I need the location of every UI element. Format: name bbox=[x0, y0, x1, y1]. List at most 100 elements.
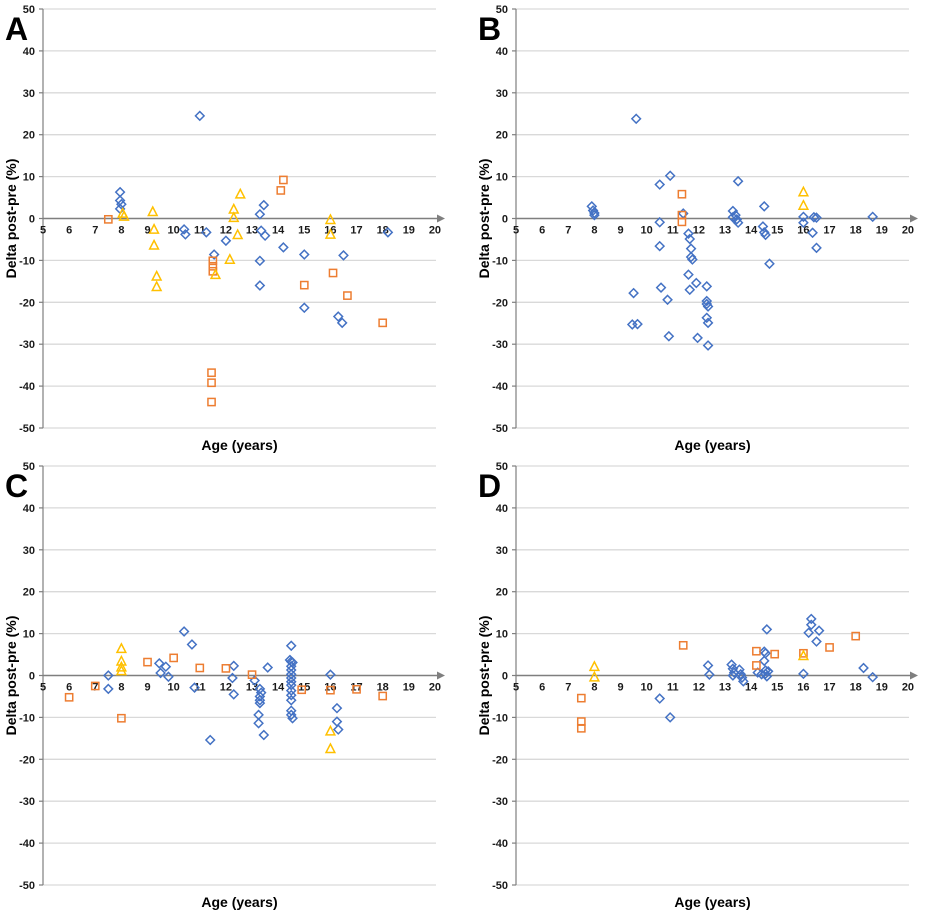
y-tick-label: -50 bbox=[19, 423, 35, 435]
square-marker bbox=[851, 631, 861, 641]
y-tick-label: -40 bbox=[492, 381, 508, 393]
y-tick-label: 50 bbox=[496, 461, 508, 473]
x-tick-label: 15 bbox=[298, 682, 310, 694]
diamond-marker bbox=[285, 689, 297, 701]
tick-labels: 5 6 7 8 9 10 11 12 13 14 15 16 17 18 19 2050403020100-1… bbox=[19, 4, 441, 435]
diamond-marker bbox=[249, 675, 261, 686]
diamond-marker bbox=[189, 682, 200, 694]
y-axis-title: Delta post-pre (%) bbox=[476, 159, 492, 279]
x-tick-label: 20 bbox=[902, 682, 914, 694]
triangle-marker bbox=[151, 280, 163, 292]
diamond-marker bbox=[807, 227, 818, 239]
diamond-marker bbox=[628, 287, 639, 299]
diamond-marker bbox=[180, 229, 191, 240]
diamond-marker bbox=[701, 295, 713, 307]
panel-letter: C bbox=[5, 468, 28, 504]
x-tick-label: 17 bbox=[823, 225, 835, 237]
y-tick-label: 0 bbox=[502, 671, 508, 683]
x-tick-label: 14 bbox=[745, 682, 758, 694]
square-marker bbox=[143, 657, 152, 667]
x-tick-label: 5 bbox=[40, 225, 46, 237]
x-tick-label: 16 bbox=[797, 225, 809, 237]
y-tick-label: -20 bbox=[492, 754, 508, 766]
diamond-marker bbox=[760, 665, 771, 676]
x-tick-label: 9 bbox=[617, 225, 623, 237]
x-tick-label: 10 bbox=[168, 225, 180, 237]
y-tick-label: 40 bbox=[23, 46, 35, 58]
x-tick-label: 20 bbox=[902, 225, 914, 237]
x-tick-label: 5 bbox=[513, 225, 519, 237]
y-tick-label: -30 bbox=[492, 339, 508, 351]
triangle-marker bbox=[118, 209, 130, 221]
x-tick-label: 15 bbox=[771, 225, 783, 237]
diamond-marker bbox=[811, 636, 822, 647]
square-marker bbox=[64, 692, 74, 702]
diamond-marker bbox=[258, 729, 270, 741]
square-marker bbox=[326, 685, 335, 695]
diamond-marker bbox=[285, 640, 297, 652]
x-tick-label: 8 bbox=[118, 682, 124, 694]
y-tick-label: 30 bbox=[496, 545, 508, 557]
tick-labels: 5 6 7 8 9 10 11 12 13 14 15 16 17 18 19 2050403020100-1… bbox=[19, 461, 441, 892]
series-orange-squares bbox=[64, 653, 388, 723]
diamond-marker bbox=[285, 694, 297, 706]
diamond-marker bbox=[325, 669, 336, 681]
diamond-marker bbox=[664, 170, 676, 182]
diamond-marker bbox=[758, 226, 770, 238]
diamond-marker bbox=[163, 671, 174, 683]
x-tick-label: 18 bbox=[850, 682, 862, 694]
x-axis-title: Age (years) bbox=[674, 437, 750, 453]
tick-labels: 5 6 7 8 9 10 11 12 13 14 15 16 17 18 19 2050403020100-1… bbox=[492, 461, 914, 892]
diamond-marker bbox=[811, 242, 822, 254]
x-tick-label: 7 bbox=[565, 682, 571, 694]
diamond-marker bbox=[589, 209, 600, 221]
diamond-marker bbox=[735, 668, 747, 680]
y-tick-label: 50 bbox=[496, 4, 508, 16]
x-tick-label: 6 bbox=[539, 682, 545, 694]
x-tick-label: 6 bbox=[539, 225, 545, 237]
diamond-marker bbox=[262, 662, 274, 673]
diamond-marker bbox=[208, 249, 220, 260]
x-tick-label: 19 bbox=[876, 682, 888, 694]
y-tick-label: -10 bbox=[19, 255, 35, 267]
y-tick-label: -10 bbox=[492, 712, 508, 724]
x-tick-label: 19 bbox=[403, 225, 415, 237]
diamond-marker bbox=[757, 221, 769, 232]
x-tick-label: 14 bbox=[745, 225, 758, 237]
diamond-marker bbox=[654, 179, 666, 190]
diamond-marker bbox=[727, 663, 739, 675]
y-tick-label: 20 bbox=[496, 130, 508, 142]
panel-D: 5 6 7 8 9 10 11 12 13 14 15 16 17 18 19 20 50 40 30 20 10 0 -1… bbox=[473, 457, 946, 914]
diamond-marker bbox=[194, 110, 206, 122]
x-axis bbox=[43, 214, 445, 223]
diamond-marker bbox=[338, 250, 349, 261]
triangle-marker bbox=[115, 660, 128, 672]
diamond-marker bbox=[730, 209, 741, 221]
x-tick-label: 15 bbox=[298, 225, 310, 237]
y-tick-label: 30 bbox=[496, 88, 508, 100]
y-tick-label: -40 bbox=[19, 381, 35, 393]
diamond-marker bbox=[811, 212, 822, 224]
y-tick-label: 50 bbox=[23, 461, 35, 473]
series-blue-diamonds bbox=[654, 613, 879, 723]
y-tick-label: -20 bbox=[19, 754, 35, 766]
x-tick-label: 8 bbox=[591, 225, 597, 237]
square-marker bbox=[90, 681, 100, 691]
y-tick-label: -30 bbox=[492, 796, 508, 808]
x-tick-label: 6 bbox=[66, 682, 72, 694]
diamond-marker bbox=[228, 688, 240, 700]
y-axis-title: Delta post-pre (%) bbox=[3, 159, 19, 279]
diamond-marker bbox=[254, 280, 266, 291]
diamond-marker bbox=[734, 664, 745, 675]
diamond-marker bbox=[116, 198, 127, 210]
y-tick-label: 40 bbox=[496, 503, 508, 515]
y-tick-label: -30 bbox=[19, 796, 35, 808]
diamond-marker bbox=[798, 668, 809, 680]
triangle-marker bbox=[115, 642, 128, 654]
diamond-marker bbox=[662, 294, 673, 306]
diamond-marker bbox=[155, 667, 166, 679]
square-marker bbox=[576, 693, 586, 703]
square-marker bbox=[343, 291, 352, 300]
diamond-marker bbox=[702, 301, 714, 312]
series-blue-diamonds bbox=[114, 110, 394, 329]
